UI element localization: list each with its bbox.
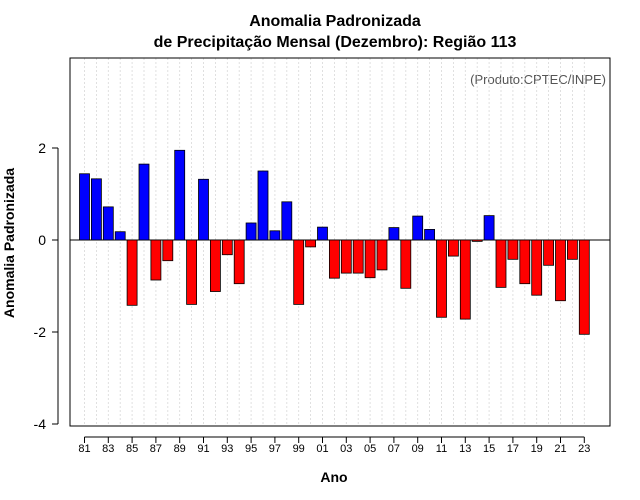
bar-83: [102, 206, 114, 241]
x-tick-label: 99: [293, 443, 305, 455]
x-tick-label: 13: [459, 443, 471, 455]
x-axis: 81 83 85 87 89 91 93 95 97 99 01 03 05 07 09 11 13 15 17 19…: [78, 436, 590, 455]
x-axis-title: Ano: [320, 469, 347, 485]
bar-14: [471, 239, 483, 242]
bar-12: [447, 239, 459, 257]
y-tick-label: 2: [38, 140, 46, 156]
bar-92: [209, 239, 221, 292]
bar-00: [305, 239, 317, 248]
x-tick-label: 05: [364, 443, 376, 455]
y-tick-label: -4: [34, 416, 47, 432]
x-tick-label: 93: [221, 443, 233, 455]
bar-95: [245, 222, 257, 241]
plot-frame: [69, 57, 611, 427]
x-tick-label: 11: [436, 443, 447, 455]
bar-22: [567, 239, 578, 260]
y-axis-title: Anomalia Padronizada: [1, 168, 17, 318]
bar-94: [233, 239, 245, 285]
bar-11: [436, 239, 447, 318]
chart-subtitle: de Precipitação Mensal (Dezembro): Regiã…: [154, 34, 517, 51]
x-tick-label: 07: [388, 443, 400, 455]
bar-96: [257, 170, 269, 241]
x-tick-label: 01: [316, 443, 328, 455]
x-tick-label: 09: [412, 443, 424, 455]
bar-01: [317, 226, 328, 241]
bar-17: [507, 239, 519, 260]
bar-89: [174, 149, 186, 241]
bar-09: [412, 215, 424, 241]
bar-90: [186, 239, 198, 305]
x-tick-label: 97: [269, 443, 281, 455]
bar-20: [543, 239, 554, 266]
bar-19: [531, 239, 543, 296]
bar-10: [424, 229, 436, 241]
bar-06: [376, 239, 388, 271]
bar-97: [269, 230, 281, 241]
bar-82: [91, 178, 102, 241]
bar-07: [388, 227, 400, 241]
source-annotation: (Produto:CPTEC/INPE): [470, 72, 606, 87]
y-tick-label: -2: [34, 324, 47, 340]
bar-15: [483, 215, 495, 241]
x-tick-label: 87: [150, 443, 162, 455]
x-tick-label: 21: [554, 443, 566, 455]
bar-85: [126, 239, 138, 306]
bars: [79, 149, 590, 335]
bar-98: [281, 201, 293, 241]
bar-91: [198, 178, 209, 241]
x-tick-label: 17: [507, 443, 519, 455]
bar-04: [352, 239, 364, 274]
bar-08: [400, 239, 412, 289]
x-tick-label: 95: [245, 443, 257, 455]
x-tick-label: 23: [578, 443, 590, 455]
x-tick-label: 83: [102, 443, 114, 455]
x-tick-label: 03: [340, 443, 352, 455]
bar-16: [495, 239, 507, 288]
bar-21: [555, 239, 566, 302]
bar-02: [328, 239, 340, 279]
bar-84: [114, 231, 126, 241]
bar-87: [150, 239, 162, 281]
x-tick-label: 89: [174, 443, 186, 455]
bar-93: [221, 239, 233, 256]
y-axis: -4 -2 0 2: [34, 140, 59, 432]
x-tick-label: 15: [483, 443, 495, 455]
bar-18: [519, 239, 531, 285]
y-tick-label: 0: [38, 232, 46, 248]
x-tick-label: 85: [126, 443, 138, 455]
x-tick-label: 91: [197, 443, 209, 455]
bar-88: [162, 239, 174, 262]
x-tick-label: 81: [78, 443, 90, 455]
bar-05: [364, 239, 376, 279]
bar-03: [340, 239, 352, 274]
bar-99: [293, 239, 305, 305]
bar-13: [459, 239, 471, 320]
chart-title: Anomalia Padronizada: [249, 13, 421, 30]
bar-86: [138, 163, 150, 241]
x-tick-label: 19: [531, 443, 543, 455]
bar-23: [578, 239, 590, 335]
bar-81: [79, 173, 90, 241]
